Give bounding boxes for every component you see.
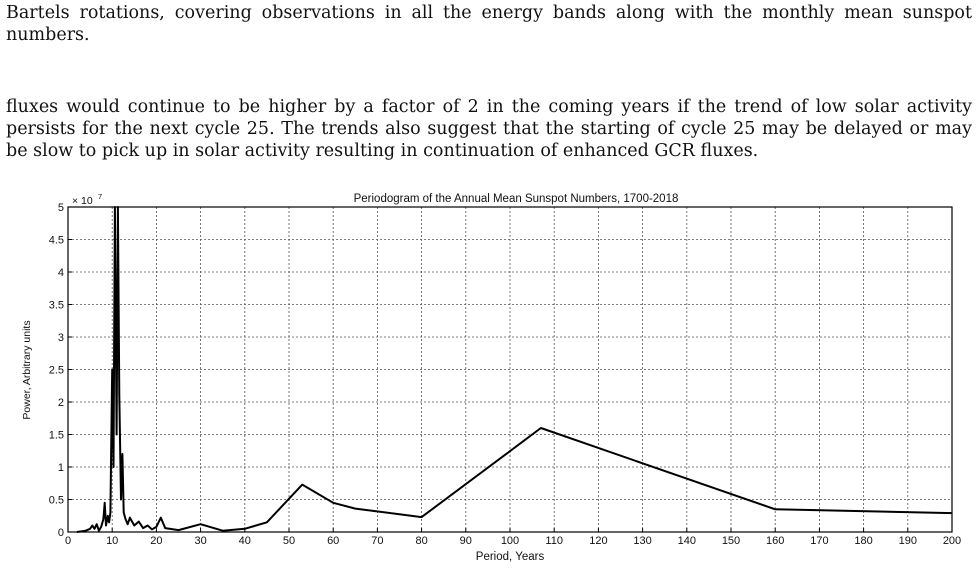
x-tick-label: 160 (766, 535, 784, 547)
y-tick-labels: 0 0.5 1 1.5 2 2.5 3 3.5 4 4.5 5 (49, 202, 64, 539)
x-tick-label: 50 (283, 535, 295, 547)
chart-background (0, 190, 976, 569)
x-tick-label: 40 (239, 535, 251, 547)
x-tick-label: 190 (899, 535, 917, 547)
y-multiplier-label: × 10 (72, 195, 93, 207)
y-tick-label: 0.5 (49, 495, 64, 507)
paragraph-middle: fluxes would continue to be higher by a … (6, 97, 972, 161)
x-tick-label: 70 (371, 535, 383, 547)
x-tick-label: 130 (633, 535, 651, 547)
x-axis-label: Period, Years (476, 551, 545, 563)
y-tick-label: 3.5 (49, 300, 64, 312)
y-tick-label: 4.5 (49, 235, 64, 247)
x-tick-label: 200 (943, 535, 961, 547)
x-tick-label: 100 (501, 535, 519, 547)
x-tick-label: 180 (854, 535, 872, 547)
x-tick-label: 10 (106, 535, 118, 547)
x-tick-label: 140 (678, 535, 696, 547)
x-tick-label: 110 (545, 535, 563, 547)
x-tick-label: 20 (150, 535, 162, 547)
paragraph-top: Bartels rotations, covering observations… (6, 3, 972, 45)
y-tick-label: 1 (58, 462, 64, 474)
y-tick-label: 0 (58, 527, 64, 539)
grid-lines (68, 207, 952, 532)
y-tick-label: 3 (58, 332, 64, 344)
x-tick-label: 170 (810, 535, 828, 547)
y-multiplier-exponent: 7 (98, 192, 102, 201)
series-line (76, 206, 953, 533)
y-tick-label: 2.5 (49, 365, 64, 377)
x-tick-label: 120 (589, 535, 607, 547)
chart-title: Periodogram of the Annual Mean Sunspot N… (354, 193, 679, 205)
x-tick-label: 30 (194, 535, 206, 547)
x-tick-label: 90 (460, 535, 472, 547)
chart-svg: Periodogram of the Annual Mean Sunspot N… (0, 190, 976, 569)
axis-ticks (67, 206, 953, 533)
x-tick-label: 0 (65, 535, 71, 547)
x-tick-labels: 0 10 20 30 40 50 60 70 80 90 100 110 120 130 140 150 160… (65, 535, 961, 547)
x-tick-label: 60 (327, 535, 339, 547)
y-tick-label: 2 (58, 397, 64, 409)
periodogram-chart: Periodogram of the Annual Mean Sunspot N… (0, 190, 976, 569)
y-axis-label: Power, Arbitrary units (21, 320, 33, 419)
y-tick-label: 4 (58, 267, 64, 279)
y-tick-label: 5 (58, 202, 64, 214)
y-tick-label: 1.5 (49, 430, 64, 442)
x-tick-label: 150 (722, 535, 740, 547)
x-tick-label: 80 (415, 535, 427, 547)
